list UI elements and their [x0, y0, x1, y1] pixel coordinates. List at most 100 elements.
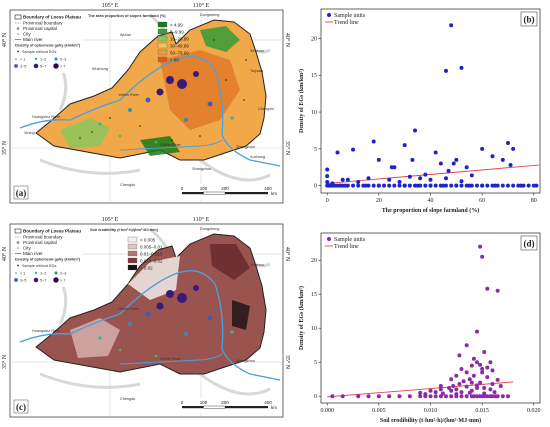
- sample-point: [199, 135, 201, 137]
- scale-bar-segment: [182, 406, 204, 409]
- map-a-density-dot: [98, 122, 102, 126]
- data-point: [392, 183, 397, 188]
- data-point: [428, 394, 433, 399]
- sample-point: [245, 59, 247, 61]
- fill-class-label: > 0.02: [140, 266, 153, 271]
- data-point: [449, 394, 454, 399]
- data-point: [480, 367, 485, 371]
- data-point: [451, 161, 456, 166]
- map-c-sample-swatch: [17, 264, 19, 267]
- data-point: [480, 183, 485, 188]
- data-point: [469, 380, 474, 385]
- map-a-density-dots: [98, 71, 234, 144]
- sample-point: [109, 117, 111, 119]
- density-class-swatch: [14, 278, 18, 282]
- density-class-label: 3–5: [20, 65, 26, 69]
- map-a-lat-label-40: 40° N: [1, 32, 8, 47]
- data-point: [335, 150, 340, 155]
- density-class-swatch: [33, 63, 39, 69]
- map-c-lowest-class-zone: [128, 256, 180, 300]
- data-point: [526, 183, 531, 188]
- map-c-lon-label-110: 110° E: [193, 216, 210, 223]
- map-c-density-dots: [98, 285, 234, 358]
- x-axis-label: The proportion of slope farmland (%): [382, 207, 479, 214]
- data-point: [440, 391, 445, 396]
- data-point: [467, 390, 472, 395]
- data-point: [345, 177, 350, 182]
- fill-class-swatch: [127, 264, 138, 271]
- data-point: [433, 150, 438, 155]
- data-point: [366, 176, 371, 181]
- place-label: Xinzhou: [250, 49, 264, 53]
- map-a-river-label: Yellow River: [118, 93, 140, 97]
- legend-marker-sample: [327, 13, 331, 17]
- density-class-label: < 1: [20, 58, 25, 62]
- map-c-lat-label-right-35: 35° N: [284, 355, 291, 370]
- data-point: [464, 370, 469, 375]
- map-a-boundary-swatch: [14, 14, 22, 20]
- x-tick-label: 0.015: [475, 408, 489, 414]
- data-point: [330, 181, 335, 186]
- data-point: [490, 394, 495, 399]
- map-a-density-dot: [177, 79, 187, 89]
- data-point: [449, 388, 454, 393]
- map-a-legend-item-0: Provincial boundary: [23, 21, 63, 26]
- data-point: [351, 147, 356, 152]
- map-a-panel-label: (a): [16, 188, 27, 198]
- map-c-density-dot: [118, 348, 122, 352]
- data-point: [382, 183, 387, 188]
- fill-class-label: 10–29.99: [170, 37, 189, 42]
- place-label: Wuzhong: [92, 67, 108, 71]
- data-point: [457, 353, 462, 358]
- map-c-highest-class-zone: [232, 300, 250, 330]
- x-tick-label: 0.000: [320, 408, 334, 414]
- fill-class-label: 50–79.99: [170, 51, 189, 56]
- map-a-lon-label-110: 110° E: [193, 2, 210, 9]
- panel-label: (b): [524, 15, 535, 25]
- place-label: Xinzhou: [250, 263, 264, 267]
- data-point: [397, 179, 402, 184]
- map-c-label-box: [13, 399, 29, 414]
- data-point: [464, 394, 469, 399]
- data-point: [474, 394, 479, 399]
- density-class-swatch: [14, 64, 18, 68]
- density-class-label: 3–5: [20, 279, 26, 283]
- map-c-density-legend: < 1 1–2 2–3 3–5 5–7 > 7: [14, 271, 66, 283]
- data-point: [387, 394, 392, 399]
- data-point: [418, 394, 423, 399]
- data-point: [402, 143, 407, 148]
- data-point: [459, 394, 464, 399]
- data-point: [454, 157, 459, 162]
- data-point: [447, 386, 452, 391]
- data-point: [340, 394, 345, 399]
- map-a-capital-swatch: [16, 27, 20, 30]
- data-point: [443, 68, 448, 73]
- data-point: [356, 394, 361, 399]
- scatter-panel-d: 0.000 0.005 0.010 0.015 0.020 0 5 10 15 20 Soil er…: [298, 232, 541, 424]
- data-point: [397, 394, 402, 399]
- data-point: [485, 286, 490, 291]
- data-point: [482, 386, 487, 391]
- data-point: [467, 377, 472, 382]
- data-point: [433, 394, 438, 399]
- density-class-swatch: [34, 271, 38, 275]
- density-class-label: 2–3: [60, 58, 66, 62]
- map-a-lon-label-105: 105° E: [102, 2, 119, 9]
- fill-class-label: 30–49.99: [170, 44, 189, 49]
- x-axis-label: Soil erodibility (t·hm²·h)/(hm²·MJ·mm): [380, 417, 481, 424]
- map-c-density-dot: [193, 285, 199, 291]
- scale-bar-segment: [203, 405, 226, 409]
- map-c-density-dot: [98, 336, 102, 340]
- density-class-swatch: [33, 277, 39, 283]
- map-c-river-label: Weihe River: [160, 357, 181, 361]
- data-point: [330, 394, 335, 399]
- map-c-high-class-zone: [210, 244, 250, 280]
- panel-label: (d): [524, 239, 535, 249]
- y-tick-label: 0: [314, 394, 317, 400]
- data-point: [461, 379, 466, 384]
- data-point: [325, 179, 330, 184]
- data-point: [423, 172, 428, 177]
- place-label: Wuhai: [120, 33, 131, 37]
- map-a-density-legend: < 1 1–2 2–3 3–5 5–7 > 7: [14, 57, 66, 69]
- legend-label-sample: Sample units: [334, 13, 366, 19]
